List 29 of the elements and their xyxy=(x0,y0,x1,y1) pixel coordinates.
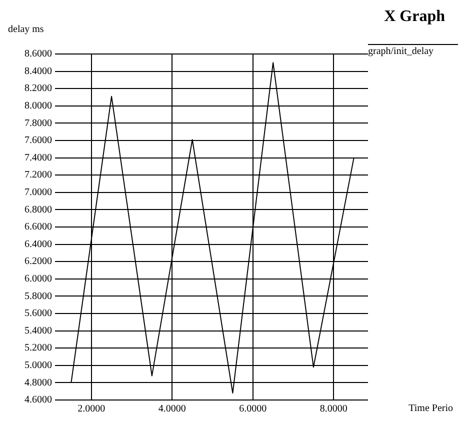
y-tick-label: 5.0000 xyxy=(24,360,52,372)
y-tick-label: 6.4000 xyxy=(24,238,52,250)
x-tick-label: 6.0000 xyxy=(239,404,267,415)
x-tick-label: 8.0000 xyxy=(320,404,348,415)
x-axis-title: Time Perio xyxy=(408,403,453,414)
y-axis-title: delay ms xyxy=(8,24,44,35)
y-tick-label: 5.2000 xyxy=(24,342,52,354)
y-tick-label: 7.4000 xyxy=(24,152,52,164)
y-tick-label: 7.6000 xyxy=(24,135,52,146)
y-tick-label: 5.8000 xyxy=(24,290,52,302)
x-tick-label: 2.0000 xyxy=(78,404,106,415)
y-tick-label: 7.0000 xyxy=(24,187,52,198)
y-tick-label: 7.8000 xyxy=(24,118,52,129)
y-tick-label: 6.2000 xyxy=(24,256,52,268)
y-tick-label: 8.0000 xyxy=(24,100,52,112)
x-tick-label: 4.0000 xyxy=(158,404,186,415)
y-tick-label: 8.6000 xyxy=(24,48,52,60)
text: graph/init_delay xyxy=(368,46,435,57)
y-tick-label: 6.6000 xyxy=(24,222,52,233)
y-tick-label: 5.6000 xyxy=(24,308,52,320)
y-tick-label: 5.4000 xyxy=(24,325,52,336)
y-tick-label: 4.8000 xyxy=(24,377,52,388)
y-tick-label: 6.0000 xyxy=(24,274,52,285)
y-tick-label: 4.6000 xyxy=(24,394,52,406)
y-tick-label: 6.8000 xyxy=(24,204,52,216)
y-tick-label: 8.4000 xyxy=(24,66,52,77)
y-tick-label: 8.2000 xyxy=(24,83,52,94)
text: X Graph xyxy=(384,8,445,26)
y-tick-label: 7.2000 xyxy=(24,170,52,181)
